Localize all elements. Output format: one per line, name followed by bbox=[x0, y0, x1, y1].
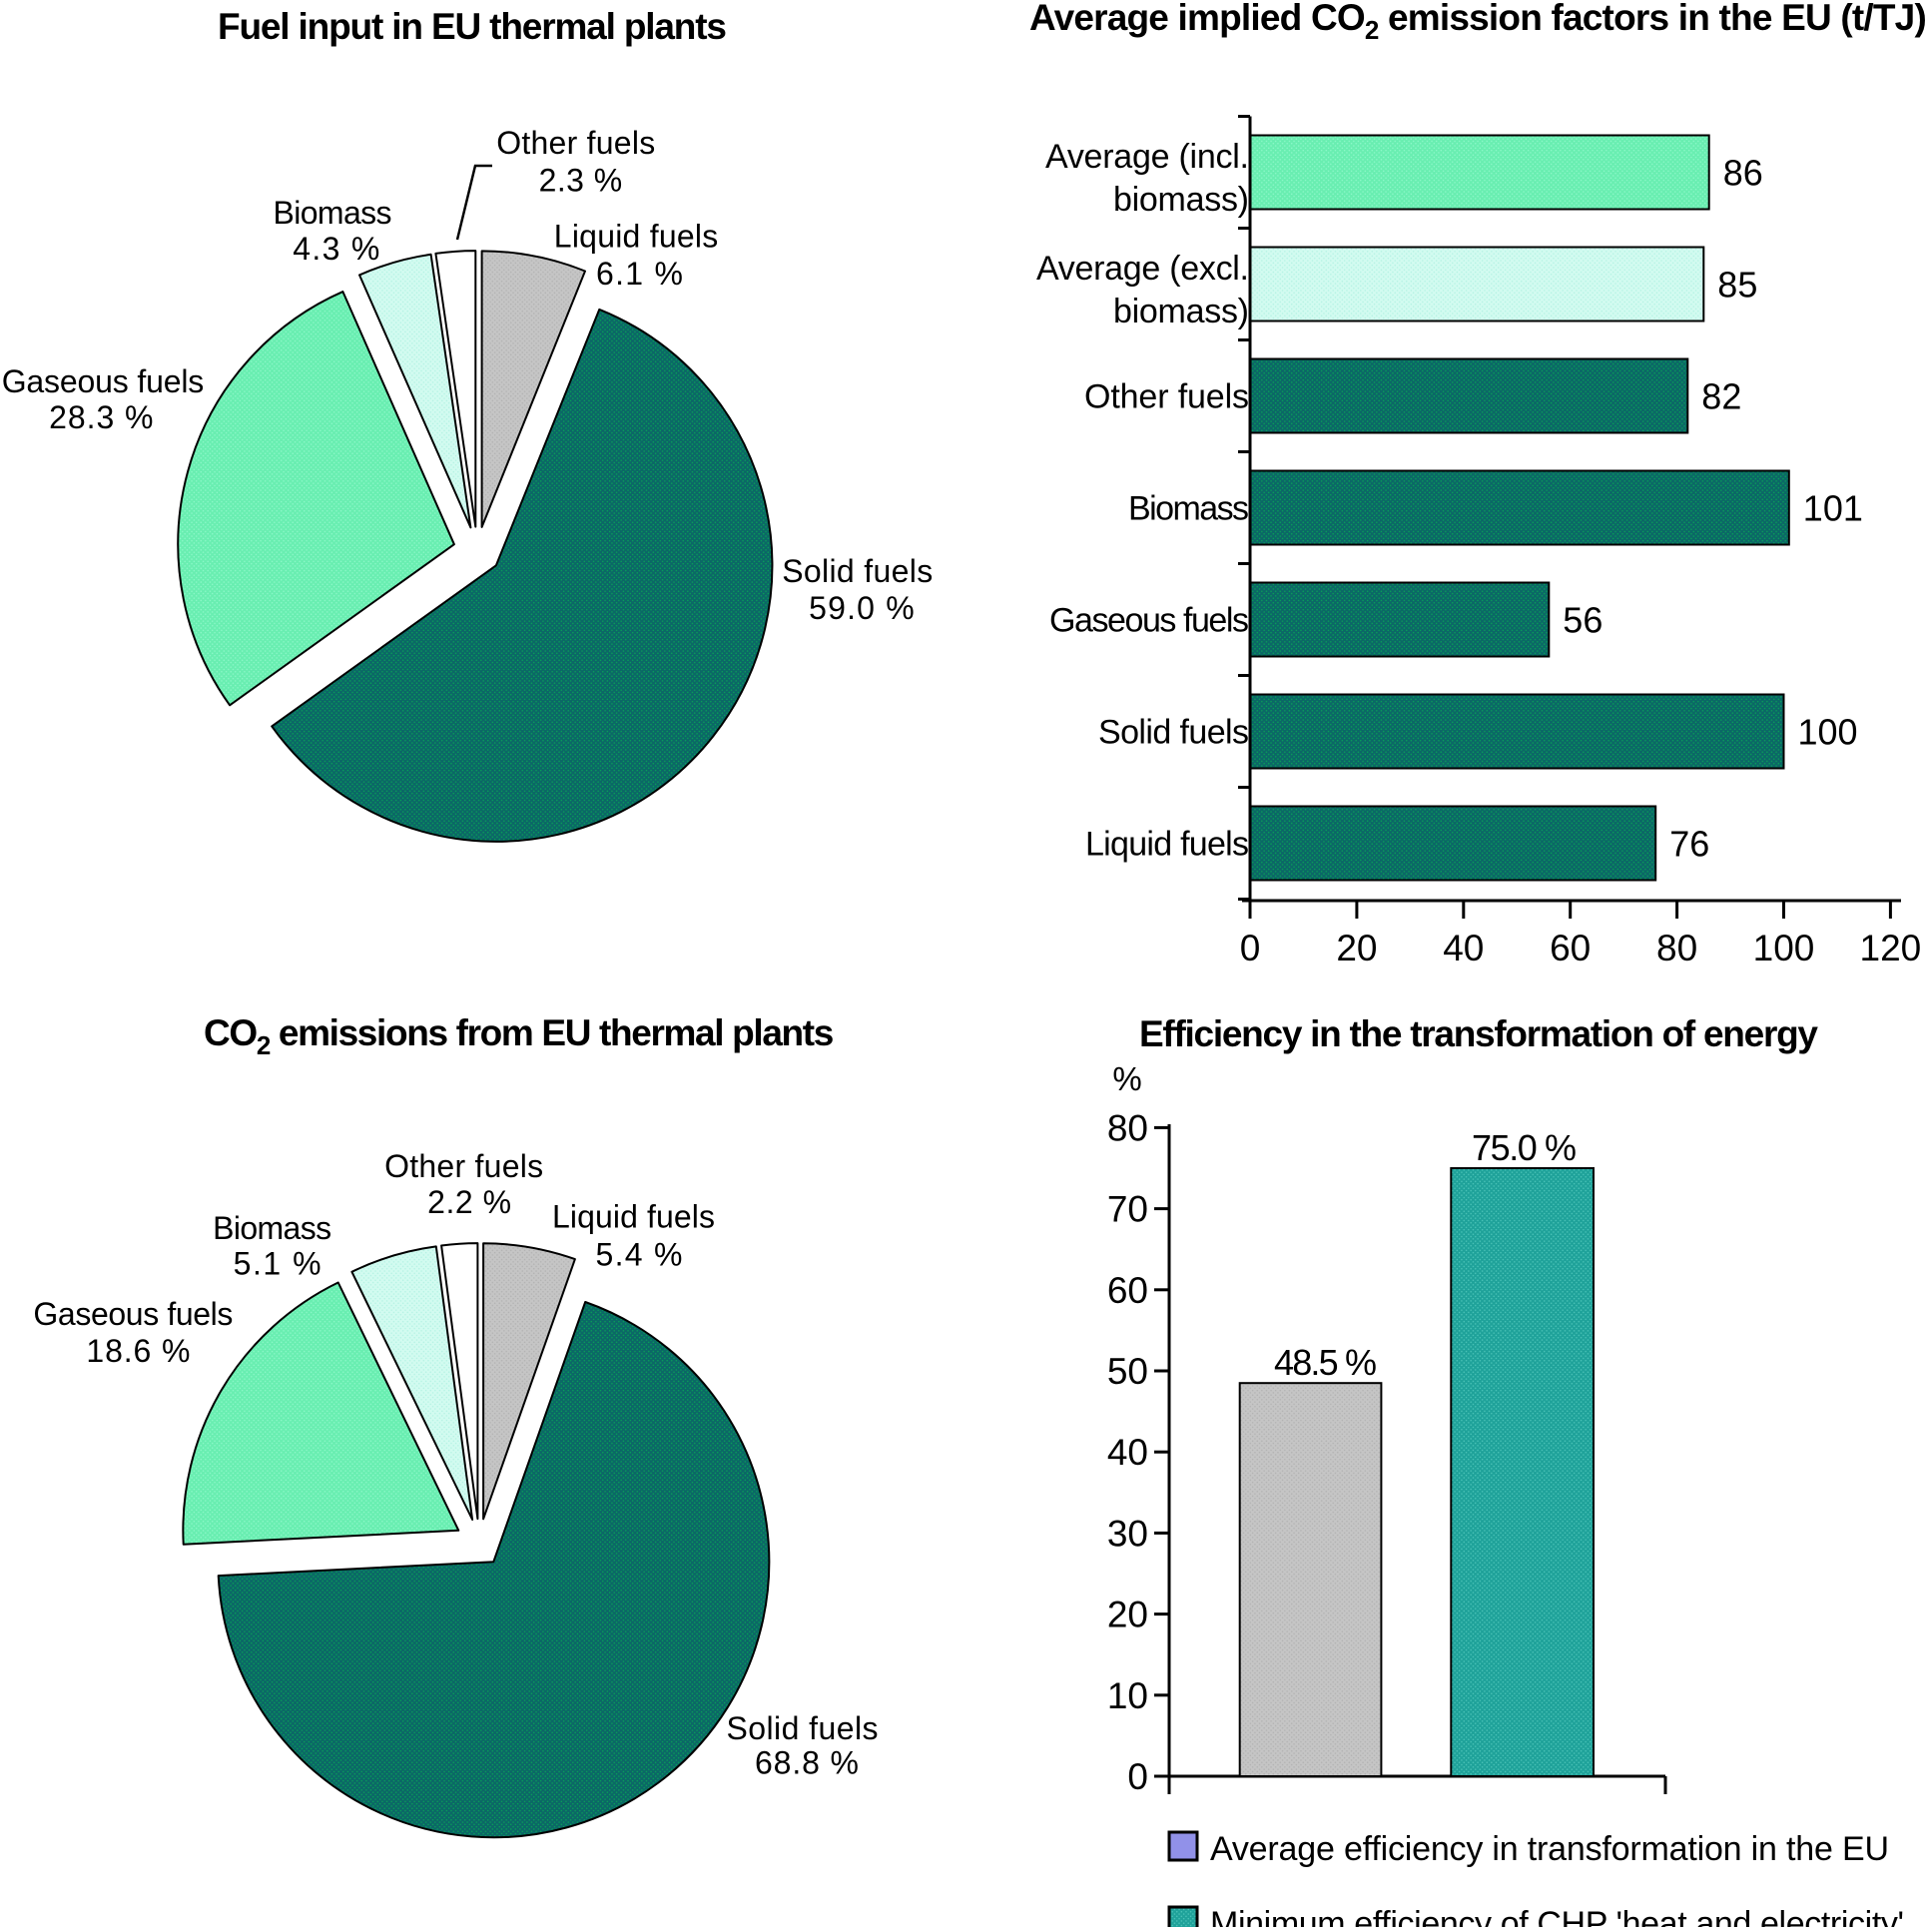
svg-text:Solid fuels: Solid fuels bbox=[782, 553, 933, 589]
svg-text:50: 50 bbox=[1107, 1351, 1148, 1392]
svg-text:0: 0 bbox=[1127, 1756, 1148, 1797]
svg-text:Solid fuels: Solid fuels bbox=[1098, 714, 1249, 752]
svg-text:80: 80 bbox=[1107, 1107, 1148, 1148]
svg-text:4.3 %: 4.3 % bbox=[293, 231, 379, 267]
svg-text:85: 85 bbox=[1717, 265, 1757, 306]
svg-text:86: 86 bbox=[1723, 153, 1763, 194]
svg-text:75.0 %: 75.0 % bbox=[1472, 1127, 1577, 1168]
svg-text:Other fuels: Other fuels bbox=[496, 125, 655, 161]
svg-text:120: 120 bbox=[1860, 928, 1922, 968]
svg-text:70: 70 bbox=[1107, 1189, 1148, 1230]
svg-text:20: 20 bbox=[1107, 1595, 1148, 1635]
svg-text:Liquid fuels: Liquid fuels bbox=[1085, 826, 1249, 864]
svg-text:Average implied CO2 emission f: Average implied CO2 emission factors in … bbox=[1029, 0, 1925, 45]
svg-text:Average (incl.: Average (incl. bbox=[1045, 138, 1249, 176]
svg-text:10: 10 bbox=[1107, 1675, 1148, 1716]
svg-text:100: 100 bbox=[1753, 928, 1815, 968]
svg-text:68.8 %: 68.8 % bbox=[755, 1745, 859, 1781]
svg-text:20: 20 bbox=[1336, 928, 1377, 968]
svg-text:48.5 %: 48.5 % bbox=[1274, 1342, 1377, 1383]
svg-text:Gaseous fuels: Gaseous fuels bbox=[33, 1296, 233, 1332]
svg-text:76: 76 bbox=[1669, 824, 1709, 865]
svg-text:Liquid fuels: Liquid fuels bbox=[554, 219, 718, 255]
svg-text:28.3 %: 28.3 % bbox=[49, 399, 153, 435]
svg-text:56: 56 bbox=[1563, 600, 1603, 641]
svg-text:2.2 %: 2.2 % bbox=[427, 1184, 511, 1220]
svg-text:Other fuels: Other fuels bbox=[1084, 378, 1249, 416]
svg-text:Average (excl.: Average (excl. bbox=[1036, 250, 1249, 288]
svg-text:30: 30 bbox=[1107, 1513, 1148, 1554]
svg-text:Efficiency in the transformati: Efficiency in the transformation of ener… bbox=[1139, 1013, 1818, 1054]
svg-text:101: 101 bbox=[1803, 488, 1863, 529]
svg-text:%: % bbox=[1112, 1060, 1141, 1097]
svg-text:40: 40 bbox=[1443, 928, 1484, 968]
svg-text:Average efficiency in transfor: Average efficiency in transformation in … bbox=[1210, 1830, 1889, 1868]
svg-text:6.1 %: 6.1 % bbox=[596, 256, 683, 292]
svg-text:5.4 %: 5.4 % bbox=[596, 1237, 683, 1273]
svg-text:Biomass: Biomass bbox=[1128, 490, 1249, 528]
svg-text:2.3 %: 2.3 % bbox=[539, 163, 623, 199]
svg-text:60: 60 bbox=[1107, 1270, 1148, 1311]
svg-text:Solid fuels: Solid fuels bbox=[727, 1710, 879, 1746]
svg-text:Other fuels: Other fuels bbox=[384, 1148, 543, 1184]
svg-text:Gaseous fuels: Gaseous fuels bbox=[2, 363, 205, 399]
svg-text:40: 40 bbox=[1107, 1432, 1148, 1473]
svg-text:5.1 %: 5.1 % bbox=[234, 1246, 321, 1282]
svg-text:Biomass: Biomass bbox=[213, 1210, 331, 1246]
svg-text:Minimum efficiency of CHP 'hea: Minimum efficiency of CHP 'heat and elec… bbox=[1210, 1905, 1904, 1927]
svg-text:100: 100 bbox=[1798, 712, 1858, 753]
svg-text:0: 0 bbox=[1240, 928, 1261, 968]
svg-text:biomass): biomass) bbox=[1113, 293, 1249, 330]
svg-text:60: 60 bbox=[1550, 928, 1591, 968]
svg-text:18.6 %: 18.6 % bbox=[86, 1333, 190, 1369]
svg-text:Gaseous fuels: Gaseous fuels bbox=[1049, 602, 1249, 640]
svg-text:59.0 %: 59.0 % bbox=[809, 590, 915, 626]
svg-text:80: 80 bbox=[1656, 928, 1697, 968]
svg-text:Liquid fuels: Liquid fuels bbox=[552, 1198, 715, 1234]
svg-text:82: 82 bbox=[1701, 376, 1741, 417]
svg-text:Fuel input in EU thermal plant: Fuel input in EU thermal plants bbox=[218, 6, 727, 47]
svg-text:CO2 emissions from EU thermal: CO2 emissions from EU thermal plants bbox=[204, 1012, 834, 1060]
svg-text:biomass): biomass) bbox=[1113, 181, 1249, 219]
svg-text:Biomass: Biomass bbox=[274, 195, 392, 231]
